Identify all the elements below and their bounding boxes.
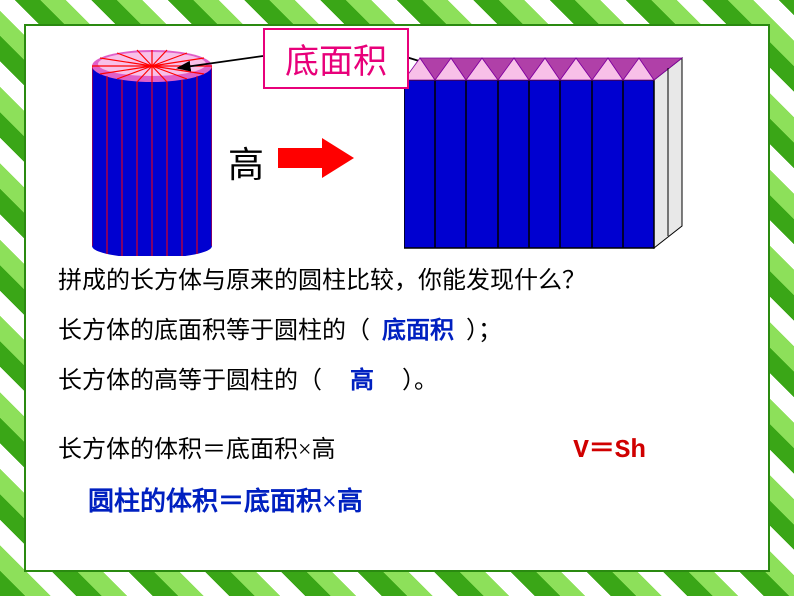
s1-answer: 底面积 <box>382 318 454 344</box>
diagram-area: 底面积 高 高 <box>28 28 766 258</box>
s2-pre: 长方体的高等于圆柱的（ <box>58 368 322 394</box>
question-text: 拼成的长方体与原来的圆柱比较，你能发现什么？ <box>58 263 736 299</box>
height-label-left: 高 <box>228 136 264 188</box>
statement-4: 圆柱的体积＝底面积×高 <box>88 482 736 521</box>
content-area: 底面积 高 高 <box>28 28 766 568</box>
s2-post: ）。 <box>402 368 438 394</box>
prism-shape <box>404 50 674 246</box>
statement-3-row: 长方体的体积＝底面积×高 V＝Sh <box>58 413 736 482</box>
text-area: 拼成的长方体与原来的圆柱比较，你能发现什么？ 长方体的底面积等于圆柱的（ 底面积… <box>58 263 736 535</box>
title-box: 底面积 <box>263 28 409 89</box>
statement-2: 长方体的高等于圆柱的（ 高 ）。 <box>58 363 736 399</box>
statement-3: 长方体的体积＝底面积×高 <box>58 432 573 468</box>
statement-1: 长方体的底面积等于圆柱的（ 底面积 ）； <box>58 313 736 349</box>
s1-pre: 长方体的底面积等于圆柱的（ <box>58 318 370 344</box>
formula-red: V＝Sh <box>573 431 646 470</box>
s2-answer: 高 <box>350 368 374 394</box>
slide-frame: 底面积 高 高 <box>0 0 794 596</box>
transform-arrow-icon <box>278 138 354 183</box>
s1-post: ）； <box>466 318 502 344</box>
